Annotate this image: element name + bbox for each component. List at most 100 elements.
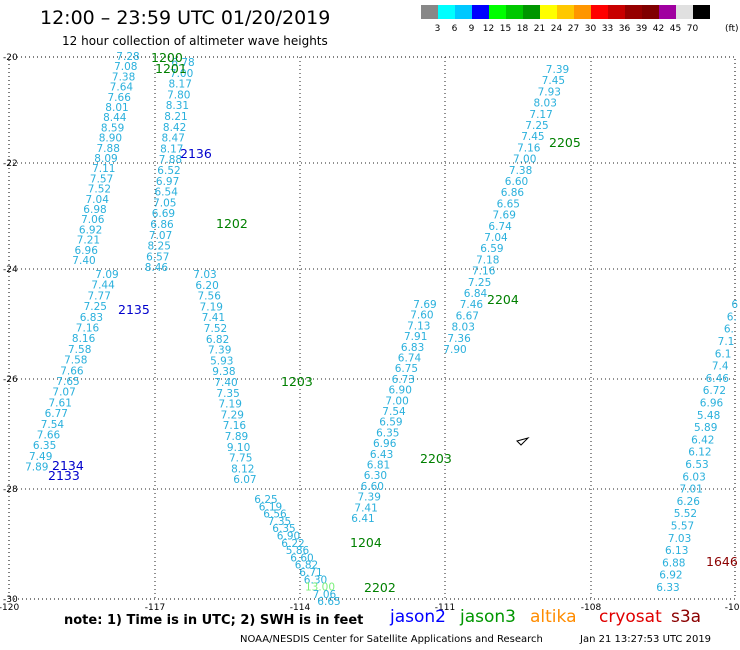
color-scale-swatch xyxy=(591,5,608,19)
color-scale-unit: (ft) xyxy=(725,24,739,34)
wave-height-value: 7.38 xyxy=(112,71,135,83)
wave-height-value: 6.53 xyxy=(685,459,708,471)
color-scale-label: 27 xyxy=(567,24,580,34)
color-scale-label: 15 xyxy=(499,24,512,34)
wave-height-value: 7.21 xyxy=(77,235,100,247)
wave-height-value: 7.65 xyxy=(56,376,79,388)
wave-height-value: 6.42 xyxy=(691,434,714,446)
wave-height-value: 6.65 xyxy=(497,198,520,210)
wave-height-value: 6.90 xyxy=(389,385,412,397)
wave-height-value: 6.74 xyxy=(488,221,512,233)
latitude-label: -30 xyxy=(3,595,18,605)
wave-height-value: 7.04 xyxy=(484,232,508,244)
legend-item-s3a: s3a xyxy=(671,607,702,627)
pass-time-label: 2135 xyxy=(118,302,150,317)
wave-height-value: 7.39 xyxy=(208,345,231,357)
wave-height-value: 7.77 xyxy=(88,290,111,302)
wave-height-value: 7.80 xyxy=(167,89,190,101)
wave-height-value: 6.07 xyxy=(233,474,256,486)
satellite-tracks: 7.287.087.387.647.668.018.448.598.907.88… xyxy=(25,50,738,608)
wave-height-value: 7.44 xyxy=(91,280,115,292)
color-scale-swatch xyxy=(421,5,438,19)
wave-height-value: 6.98 xyxy=(83,204,106,216)
wave-height-value: 8.90 xyxy=(99,133,122,145)
color-scale-label: 21 xyxy=(533,24,546,34)
wave-height-value: 5.52 xyxy=(674,508,697,520)
wave-height-value: 8.46 xyxy=(145,262,169,274)
wave-height-value: 7.09 xyxy=(95,269,118,281)
wave-height-value: 7.54 xyxy=(41,419,65,431)
color-scale-label: 3 xyxy=(434,24,441,34)
color-scale-label: 45 xyxy=(669,24,682,34)
satellite-track: 6.256.196.567.356.356.906.225.866.606.82… xyxy=(254,374,340,608)
wave-height-value: 8.31 xyxy=(166,100,189,112)
wave-height-value: 7.25 xyxy=(84,301,107,313)
wave-height-value: 8.09 xyxy=(94,153,117,165)
wave-height-value: 9.38 xyxy=(212,366,235,378)
wave-height-value: 7.58 xyxy=(68,344,91,356)
wave-height-value: 6.67 xyxy=(456,310,479,322)
subtitle: 12 hour collection of altimeter wave hei… xyxy=(62,34,328,48)
wave-height-value: 7.16 xyxy=(223,420,247,432)
color-scale-label: 39 xyxy=(635,24,648,34)
wave-height-value: 6.82 xyxy=(295,560,318,572)
wave-height-value: 8.21 xyxy=(164,111,187,123)
color-scale-label: 30 xyxy=(584,24,597,34)
wave-height-value: 6.35 xyxy=(272,523,295,535)
wave-height-value: 7.41 xyxy=(202,312,225,324)
wave-height-value: 6.77 xyxy=(45,408,68,420)
wave-height-value: 6.96 xyxy=(373,438,397,450)
satellite-track: 1201 xyxy=(155,61,187,76)
color-scale-label: 42 xyxy=(652,24,665,34)
wave-height-value: 7.66 xyxy=(37,430,61,442)
wave-height-value: 6.88 xyxy=(662,557,685,569)
satellite-track: 6.417.417.396.606.306.816.436.966.356.59… xyxy=(351,299,436,595)
pass-time-label: 2133 xyxy=(48,468,80,483)
color-scale-swatch xyxy=(472,5,489,19)
footer-timestamp: Jan 21 13:27:53 UTC 2019 xyxy=(580,634,712,645)
wave-height-value: 7.29 xyxy=(221,409,244,421)
wave-height-value: 6.92 xyxy=(79,224,102,236)
wave-height-value: 9.10 xyxy=(227,442,250,454)
satellite-track: 2134 xyxy=(52,458,84,473)
wave-height-value: 6.96 xyxy=(700,398,724,410)
map-frame xyxy=(8,56,736,600)
satellite-track: 7.036.207.567.197.417.526.827.395.939.38… xyxy=(193,216,256,486)
title: 12:00 – 23:59 UTC 01/20/2019 xyxy=(40,7,331,29)
wave-height-value: 6.43 xyxy=(370,449,393,461)
wave-height-value: 6.57 xyxy=(146,251,169,263)
wave-height-value: 6.52 xyxy=(157,165,180,177)
wave-height-value: 7.60 xyxy=(410,310,433,322)
wave-height-value: 7.01 xyxy=(680,484,703,496)
wave-height-value: 6.59 xyxy=(379,417,402,429)
color-scale-swatch xyxy=(659,5,676,19)
wave-height-value: 7.40 xyxy=(214,377,237,389)
wave-height-value: 8.59 xyxy=(101,122,124,134)
wave-height-value: 7.07 xyxy=(52,387,75,399)
wave-height-value: 7.06 xyxy=(81,214,105,226)
wave-height-value: 6.33 xyxy=(656,582,679,594)
wave-height-value: 5.48 xyxy=(697,410,720,422)
longitude-label: -117 xyxy=(145,603,165,613)
wave-height-value: 7.36 xyxy=(447,333,471,345)
wave-height-value: 7.38 xyxy=(509,165,532,177)
wave-height-value: 7.88 xyxy=(97,143,120,155)
pass-time-label: 2205 xyxy=(549,135,581,150)
wave-height-value: 7.69 xyxy=(493,210,516,222)
latitude-label: -22 xyxy=(3,159,18,169)
wave-height-value: 6.35 xyxy=(376,427,399,439)
wave-height-value: 7.1 xyxy=(718,336,735,348)
wave-height-value: 6 xyxy=(731,299,738,311)
wave-height-value: 6.69 xyxy=(152,208,175,220)
color-scale-label: 18 xyxy=(516,24,529,34)
wave-height-value: 7.66 xyxy=(60,365,84,377)
wave-height-value: 6.26 xyxy=(677,496,701,508)
wave-height-value: 8.47 xyxy=(162,133,185,145)
wave-height-value: 7.57 xyxy=(90,173,113,185)
wave-height-value: 6.60 xyxy=(361,481,384,493)
longitude-label: -108 xyxy=(581,603,602,613)
wave-height-value: 7.28 xyxy=(116,51,139,63)
wave-height-value: 7.16 xyxy=(517,142,541,154)
pass-time-label: 1646 xyxy=(706,554,738,569)
wave-height-value: 6.30 xyxy=(364,470,387,482)
